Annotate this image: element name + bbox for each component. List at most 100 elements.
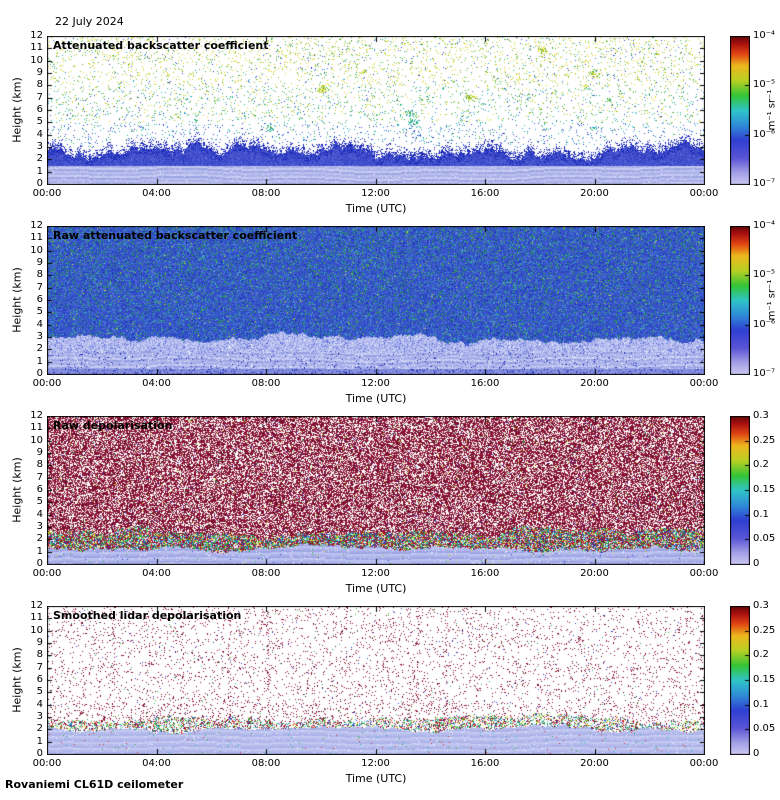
y-tick-label: 0 <box>36 748 43 759</box>
colorbar-tick-label: 10⁻⁴ <box>753 220 776 231</box>
x-tick-label: 12:00 <box>361 188 390 199</box>
x-axis-label: Time (UTC) <box>345 582 407 595</box>
x-tick-label: 16:00 <box>470 758 500 769</box>
x-tick-label: 20:00 <box>580 188 609 199</box>
y-tick-label: 5 <box>36 686 43 698</box>
y-tick-label: 6 <box>36 674 43 685</box>
panel-2-title: Raw attenuated backscatter coefficient <box>53 229 298 242</box>
colorbar-tick-label: 10⁻⁶ <box>753 318 776 330</box>
x-tick-label: 16:00 <box>470 568 500 579</box>
x-axis-label: Time (UTC) <box>345 392 407 405</box>
y-tick-label: 11 <box>30 42 43 54</box>
y-tick-label: 11 <box>30 232 43 244</box>
y-tick-label: 8 <box>36 269 43 281</box>
colorbar-tick-label: 0 <box>753 558 760 569</box>
x-tick-label: 00:00 <box>32 188 62 199</box>
x-tick-label: 12:00 <box>361 758 390 769</box>
colorbar-tick-label: 0.15 <box>753 484 776 495</box>
y-tick-label: 5 <box>36 306 43 318</box>
colorbar-tick-label: 10⁻⁷ <box>753 178 776 189</box>
y-tick-label: 12 <box>30 410 43 421</box>
y-tick-label: 4 <box>36 318 43 330</box>
x-tick-label: 20:00 <box>580 568 609 579</box>
y-tick-label: 6 <box>36 104 43 115</box>
y-tick-label: 10 <box>30 244 43 256</box>
colorbar-unit-label: m⁻¹ sr⁻¹ <box>766 89 778 131</box>
y-tick-label: 8 <box>36 79 43 91</box>
y-tick-label: 12 <box>30 600 43 611</box>
colorbar-tick-label: 0.2 <box>753 649 769 661</box>
colorbar-canvas-1 <box>730 36 750 185</box>
x-tick-label: 00:00 <box>32 758 62 769</box>
x-tick-label: 12:00 <box>361 568 390 579</box>
colorbar-tick-label: 10⁻⁷ <box>753 368 776 379</box>
y-tick-label: 5 <box>36 496 43 508</box>
x-tick-label: 00:00 <box>689 188 719 199</box>
y-tick-label: 7 <box>36 661 43 673</box>
y-tick-label: 6 <box>36 294 43 305</box>
x-axis-label: Time (UTC) <box>345 202 407 215</box>
colorbar-tick-label: 0 <box>753 748 760 759</box>
colorbar-tick-label: 0.25 <box>753 624 776 636</box>
colorbar-tick-label: 10⁻⁵ <box>753 269 776 281</box>
colorbar-canvas-3 <box>730 416 750 565</box>
y-tick-label: 5 <box>36 116 43 128</box>
colorbar-canvas-2 <box>730 226 750 375</box>
y-tick-label: 8 <box>36 649 43 661</box>
panel-4-title: Smoothed lidar depolarisation <box>53 609 242 622</box>
x-tick-label: 08:00 <box>251 758 281 769</box>
y-tick-label: 3 <box>36 331 43 342</box>
x-tick-label: 16:00 <box>470 188 500 199</box>
y-tick-label: 9 <box>36 637 43 648</box>
y-tick-label: 3 <box>36 521 43 532</box>
colorbar-canvas-4 <box>730 606 750 755</box>
colorbar-tick-label: 10⁻⁴ <box>753 30 776 41</box>
x-tick-label: 20:00 <box>580 758 609 769</box>
colorbar-unit-label: m⁻¹ sr⁻¹ <box>766 279 778 321</box>
x-tick-label: 00:00 <box>689 758 719 769</box>
y-tick-label: 11 <box>30 422 43 434</box>
y-tick-label: 4 <box>36 698 43 710</box>
colorbar-tick-label: 0.05 <box>753 723 776 735</box>
y-tick-label: 1 <box>36 735 43 747</box>
x-tick-label: 08:00 <box>251 188 281 199</box>
x-tick-label: 00:00 <box>32 568 62 579</box>
x-tick-label: 12:00 <box>361 378 390 389</box>
y-tick-label: 2 <box>36 343 43 355</box>
y-tick-label: 8 <box>36 459 43 471</box>
y-tick-label: 2 <box>36 723 43 735</box>
x-tick-label: 00:00 <box>32 378 62 389</box>
y-tick-label: 4 <box>36 508 43 520</box>
y-tick-label: 3 <box>36 141 43 152</box>
colorbar-tick-label: 0.3 <box>753 600 769 611</box>
y-tick-label: 7 <box>36 471 43 483</box>
x-tick-label: 08:00 <box>251 568 281 579</box>
x-tick-label: 04:00 <box>142 758 171 769</box>
colorbar-tick-label: 10⁻⁵ <box>753 79 776 91</box>
colorbar-tick-label: 0.3 <box>753 410 769 421</box>
y-tick-label: 1 <box>36 545 43 557</box>
panel-3-title: Raw depolarisation <box>53 419 173 432</box>
y-tick-label: 7 <box>36 281 43 293</box>
y-tick-label: 9 <box>36 257 43 268</box>
colorbar-tick-label: 0.25 <box>753 434 776 446</box>
y-tick-label: 0 <box>36 558 43 569</box>
heatmap-canvas-4 <box>47 606 705 755</box>
y-tick-label: 11 <box>30 612 43 624</box>
y-tick-label: 3 <box>36 711 43 722</box>
date-label: 22 July 2024 <box>55 15 124 28</box>
y-tick-label: 9 <box>36 67 43 78</box>
y-tick-label: 10 <box>30 624 43 636</box>
colorbar-tick-label: 0.15 <box>753 674 776 685</box>
y-tick-label: 10 <box>30 54 43 66</box>
y-tick-label: 6 <box>36 484 43 495</box>
footer-label: Rovaniemi CL61D ceilometer <box>5 778 184 791</box>
x-tick-label: 04:00 <box>142 378 171 389</box>
x-tick-label: 00:00 <box>689 568 719 579</box>
heatmap-canvas-2 <box>47 226 705 375</box>
y-tick-label: 12 <box>30 220 43 231</box>
y-tick-label: 1 <box>36 355 43 367</box>
y-tick-label: 2 <box>36 153 43 165</box>
x-tick-label: 00:00 <box>689 378 719 389</box>
